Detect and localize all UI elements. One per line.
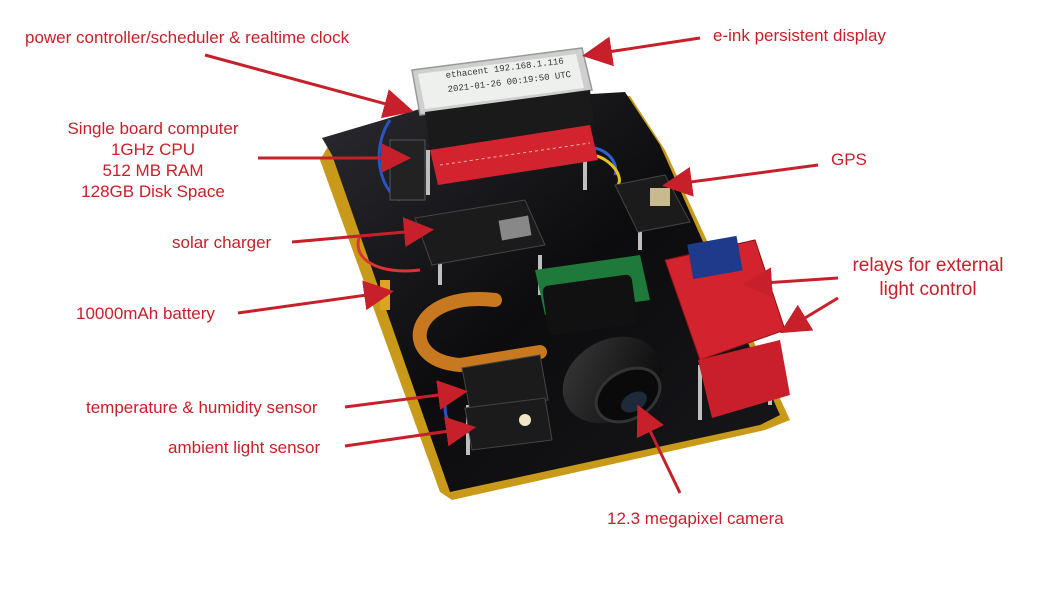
label-relays: relays for external light control [840, 254, 1016, 302]
label-sbc: Single board computer 1GHz CPU 512 MB RA… [58, 118, 248, 202]
label-solar: solar charger [172, 233, 272, 252]
label-sbc-ram: 512 MB RAM [102, 161, 204, 180]
label-sbc-cpu: 1GHz CPU [110, 140, 196, 159]
label-relays-line1: relays for external [852, 255, 1004, 276]
label-gps: GPS [831, 150, 867, 169]
eink-display: ethacent 192.168.1.116 2021-01-26 00:19:… [411, 47, 594, 150]
header-board [430, 125, 598, 185]
label-temperature: temperature & humidity sensor [86, 398, 318, 417]
sbc-board [389, 139, 426, 201]
label-sbc-title: Single board computer [67, 119, 239, 138]
label-battery: 10000mAh battery [76, 304, 215, 323]
label-sbc-disk: 128GB Disk Space [81, 182, 225, 201]
battery-edge [380, 280, 390, 310]
label-camera: 12.3 megapixel camera [607, 509, 784, 528]
relay-boards [664, 235, 790, 418]
ribbon-cable [412, 292, 547, 373]
sensor-boards [461, 354, 553, 451]
label-ambient: ambient light sensor [168, 438, 321, 457]
solar-charger-board [414, 199, 546, 266]
label-power-controller: power controller/scheduler & realtime cl… [25, 28, 350, 47]
label-eink: e-ink persistent display [713, 26, 886, 45]
label-relays-line2: light control [879, 279, 977, 300]
annotation-arrows [204, 36, 839, 494]
